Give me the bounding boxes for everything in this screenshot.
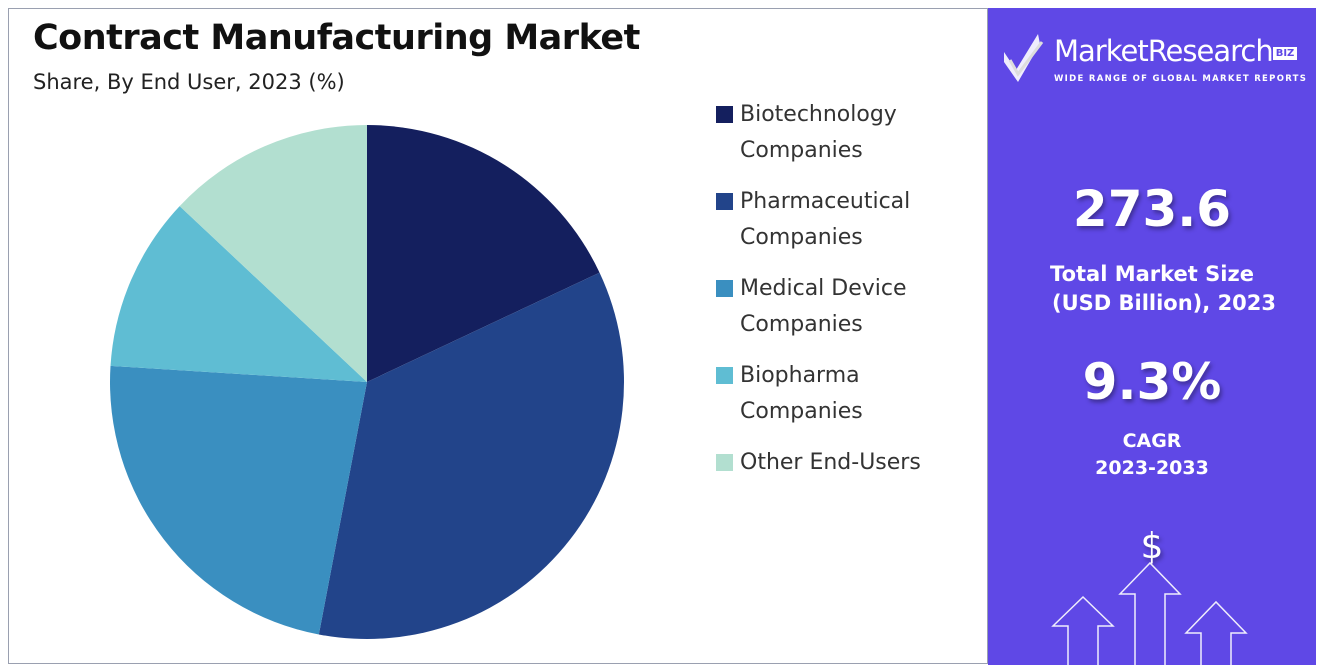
- legend-swatch: [716, 280, 733, 297]
- chart-subtitle: Share, By End User, 2023 (%): [33, 70, 345, 94]
- legend-label-line: Companies: [740, 399, 863, 424]
- legend-label: Other End-Users: [740, 445, 921, 481]
- pie-slice-medical-device-companies: [109, 365, 367, 635]
- legend-label-line: Companies: [740, 138, 863, 163]
- legend-label-line: Other End-Users: [740, 450, 921, 475]
- info-panel: MarketResearch BIZ WIDE RANGE OF GLOBAL M…: [988, 8, 1316, 665]
- legend-swatch: [716, 193, 733, 210]
- growth-arrows-icon: [1051, 561, 1248, 665]
- cagr-label: CAGR: [1122, 430, 1182, 452]
- dollar-icon: $: [1140, 526, 1164, 567]
- legend-item: Pharmaceutical Companies: [716, 184, 946, 256]
- market-size-value: 273.6: [1072, 180, 1232, 238]
- pie-slice-other-end-users: [179, 124, 367, 382]
- legend: Biotechnology Companies Pharmaceutical Comp…: [716, 97, 946, 496]
- legend-label-line: Pharmaceutical: [740, 189, 911, 214]
- legend-label-line: Biotechnology: [740, 102, 897, 127]
- legend-swatch: [716, 106, 733, 123]
- brand-name: MarketResearch BIZ: [1054, 34, 1298, 68]
- pie-slice-biotechnology-companies: [367, 125, 600, 382]
- chart-title: Contract Manufacturing Market: [33, 18, 640, 58]
- legend-label: Biotechnology Companies: [740, 97, 897, 169]
- legend-item: Medical Device Companies: [716, 271, 946, 343]
- brand-text: MarketResearch: [1054, 34, 1274, 68]
- market-size-label-2: (USD Billion), 2023: [1051, 291, 1277, 315]
- legend-label-line: Companies: [740, 225, 863, 250]
- cagr-period: 2023-2033: [1095, 457, 1209, 479]
- legend-label: Medical Device Companies: [740, 271, 907, 343]
- logo: MarketResearch BIZ WIDE RANGE OF GLOBAL M…: [1002, 26, 1312, 96]
- pie-slice-pharmaceutical-companies: [318, 272, 624, 639]
- legend-label: Biopharma Companies: [740, 358, 863, 430]
- legend-swatch: [716, 454, 733, 471]
- pie-slice-biopharma-companies: [110, 206, 367, 382]
- legend-swatch: [716, 367, 733, 384]
- legend-label-line: Medical Device: [740, 276, 907, 301]
- brand-tagline: WIDE RANGE OF GLOBAL MARKET REPORTS: [1054, 74, 1308, 84]
- legend-label-line: Biopharma: [740, 363, 860, 388]
- cagr-value: 9.3%: [1082, 353, 1222, 411]
- legend-label: Pharmaceutical Companies: [740, 184, 910, 256]
- logo-check-icon: [1004, 34, 1044, 82]
- pie-chart: [109, 124, 624, 639]
- brand-badge: BIZ: [1272, 46, 1298, 60]
- legend-label-line: Companies: [740, 312, 863, 337]
- legend-item: Other End-Users: [716, 445, 946, 481]
- legend-item: Biotechnology Companies: [716, 97, 946, 169]
- legend-item: Biopharma Companies: [716, 358, 946, 430]
- market-size-label-1: Total Market Size: [1050, 262, 1254, 286]
